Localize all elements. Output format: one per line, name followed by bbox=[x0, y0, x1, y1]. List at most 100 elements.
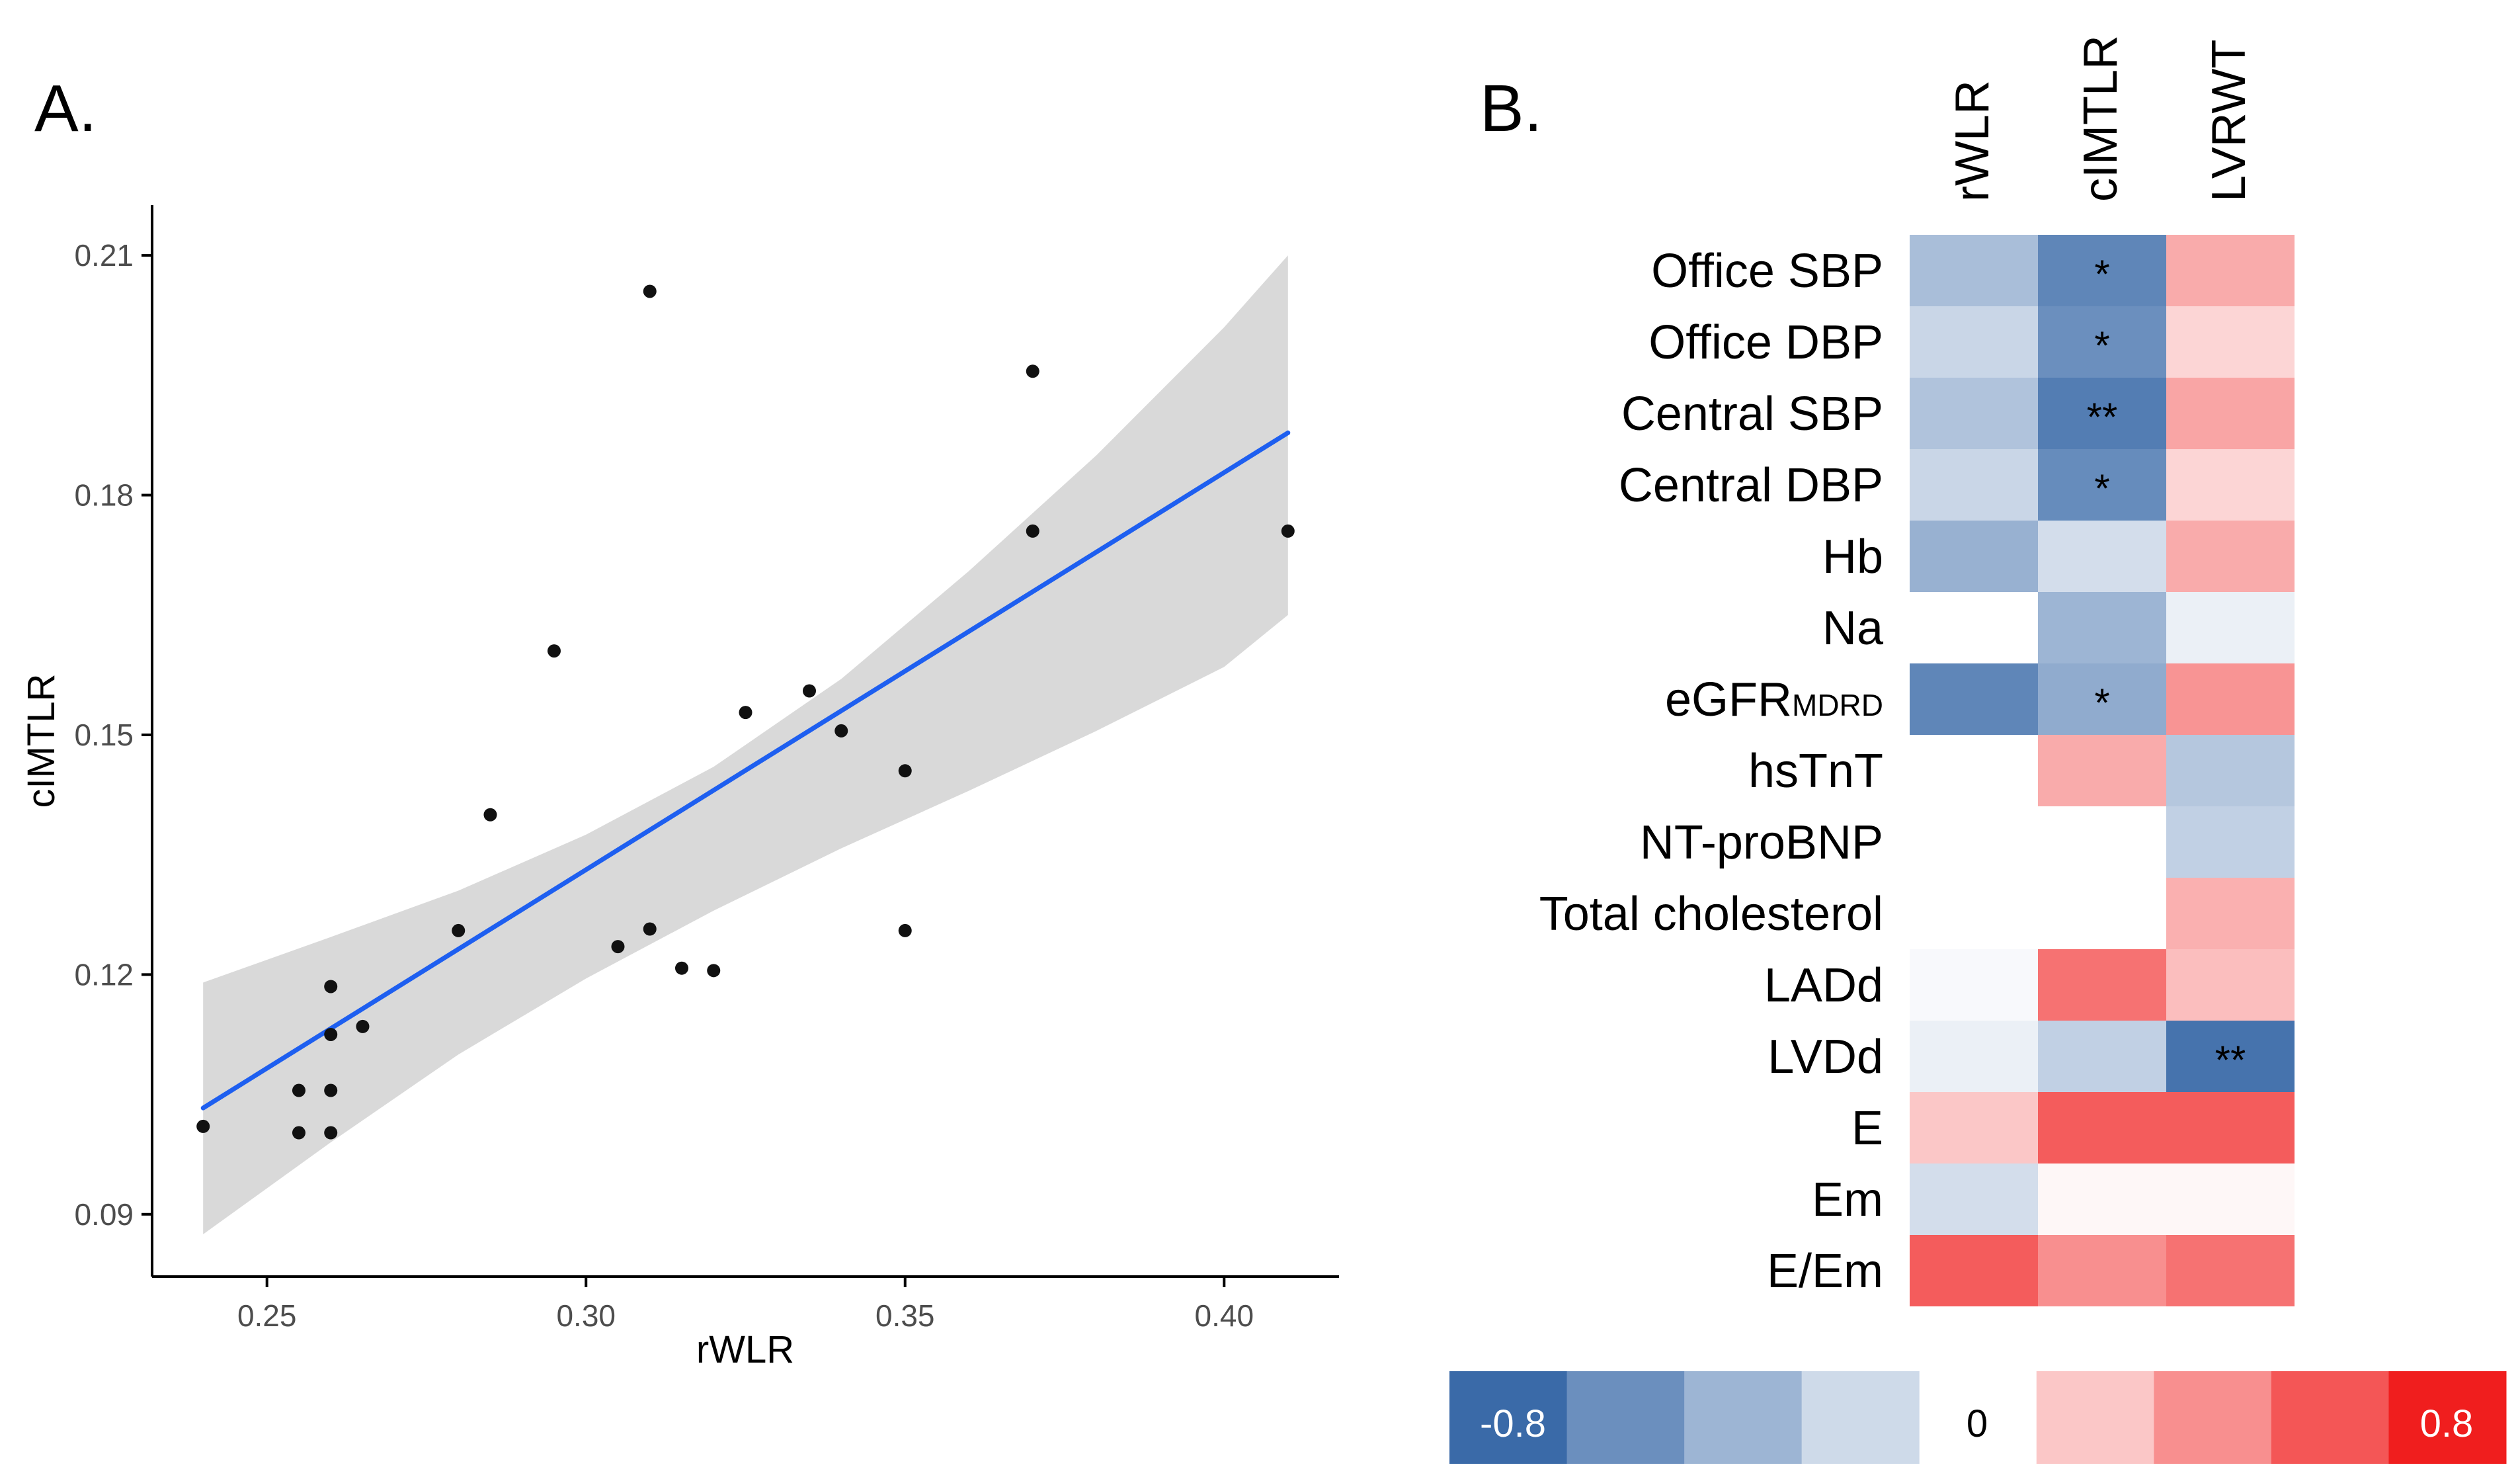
x-tick-label: 0.25 bbox=[237, 1298, 297, 1333]
scatter-points-group bbox=[196, 284, 1295, 1140]
scatter-point bbox=[803, 684, 817, 698]
scatter-point bbox=[292, 1083, 305, 1097]
scatter-point bbox=[324, 1027, 338, 1041]
legend-swatch bbox=[1801, 1371, 1920, 1464]
heatmap-cell bbox=[2166, 449, 2295, 521]
heatmap-cell bbox=[1910, 949, 2038, 1021]
heatmap-cell bbox=[2038, 735, 2166, 806]
heatmap-cell bbox=[2038, 306, 2166, 378]
scatter-point bbox=[898, 764, 912, 778]
heatmap-cell bbox=[2166, 521, 2295, 592]
y-tick-label: 0.09 bbox=[74, 1197, 134, 1232]
heatmap-cell bbox=[1910, 449, 2038, 521]
row-label: NT-proBNP bbox=[1640, 816, 1883, 869]
heatmap-cell bbox=[2166, 378, 2295, 449]
heatmap-cell bbox=[1910, 306, 2038, 378]
y-tick-label: 0.18 bbox=[74, 478, 134, 513]
scatter-point bbox=[611, 940, 625, 954]
row-label: Total cholesterol bbox=[1539, 888, 1883, 941]
scatter-point bbox=[196, 1119, 210, 1133]
legend-swatch bbox=[2271, 1371, 2389, 1464]
scatter-point bbox=[1281, 524, 1295, 538]
scatter-point bbox=[834, 724, 848, 738]
regression-line bbox=[200, 430, 1291, 1111]
heatmap-cell bbox=[1910, 1021, 2038, 1092]
scatter-point bbox=[1026, 524, 1039, 538]
confidence-band-group bbox=[203, 255, 1288, 1235]
row-label: Na bbox=[1822, 602, 1884, 655]
heatmap-column-headers: rWLR cIMTLR LVRWT bbox=[1946, 35, 2256, 202]
heatmap-cell bbox=[2166, 663, 2295, 735]
row-label: Em bbox=[1812, 1173, 1883, 1226]
heatmap-cell bbox=[2166, 306, 2295, 378]
legend-swatch bbox=[2388, 1371, 2507, 1464]
column-header: rWLR bbox=[1946, 80, 1999, 202]
y-tick-label: 0.21 bbox=[74, 238, 134, 273]
heatmap-cell bbox=[2166, 806, 2295, 878]
heatmap-cell bbox=[1910, 378, 2038, 449]
scatter-point bbox=[1026, 364, 1039, 378]
significance-marker: * bbox=[2094, 323, 2109, 368]
scatter-point bbox=[324, 980, 338, 994]
x-tick-label: 0.35 bbox=[875, 1298, 935, 1333]
y-axis-label: cIMTLR bbox=[20, 674, 63, 808]
heatmap-cell bbox=[2166, 949, 2295, 1021]
row-label: hsTnT bbox=[1748, 745, 1883, 798]
row-label: LADd bbox=[1764, 959, 1883, 1012]
x-tick-label: 0.40 bbox=[1195, 1298, 1254, 1333]
y-ticks-group: 0.09 0.12 0.15 0.18 0.21 bbox=[74, 238, 152, 1232]
legend-max-label: 0.8 bbox=[2420, 1402, 2474, 1445]
row-label: E/Em bbox=[1767, 1245, 1883, 1298]
column-header: cIMTLR bbox=[2074, 35, 2127, 202]
heatmap-cell bbox=[2166, 1092, 2295, 1164]
heatmap-cell bbox=[2166, 1164, 2295, 1235]
heatmap-cell bbox=[2038, 449, 2166, 521]
heatmap-cell bbox=[2166, 878, 2295, 949]
scatter-point bbox=[324, 1083, 338, 1097]
scatter-point bbox=[356, 1019, 370, 1033]
scatter-point bbox=[674, 961, 688, 975]
regression-line-group bbox=[200, 430, 1291, 1111]
significance-markers: ******** bbox=[2087, 252, 2246, 1082]
legend-swatch bbox=[1684, 1371, 1803, 1464]
row-label: LVDd bbox=[1768, 1031, 1883, 1083]
scatter-point bbox=[643, 922, 657, 936]
y-tick-label: 0.15 bbox=[74, 718, 134, 752]
row-label: E bbox=[1851, 1102, 1883, 1155]
panel-a-label: A. bbox=[34, 71, 97, 146]
heatmap-cell bbox=[1910, 1164, 2038, 1235]
significance-marker: * bbox=[2094, 252, 2109, 296]
scatter-point bbox=[292, 1126, 305, 1140]
x-axis-label: rWLR bbox=[696, 1328, 794, 1371]
scatter-point bbox=[483, 808, 497, 822]
heatmap-cell bbox=[1910, 663, 2038, 735]
scatter-point bbox=[739, 706, 752, 720]
heatmap-cell bbox=[2038, 1021, 2166, 1092]
heatmap-cell bbox=[2166, 735, 2295, 806]
x-tick-label: 0.30 bbox=[556, 1298, 616, 1333]
row-label: Office DBP bbox=[1648, 316, 1883, 369]
column-header: LVRWT bbox=[2203, 40, 2256, 202]
heatmap-cells bbox=[1910, 235, 2295, 1306]
heatmap-cell bbox=[2166, 592, 2295, 663]
legend-min-label: -0.8 bbox=[1480, 1402, 1546, 1445]
scatter-point bbox=[547, 644, 561, 658]
scatter-point bbox=[707, 964, 721, 978]
heatmap-cell bbox=[1910, 1092, 2038, 1164]
confidence-band bbox=[203, 255, 1288, 1235]
heatmap-cell bbox=[1910, 521, 2038, 592]
significance-marker: ** bbox=[2215, 1038, 2246, 1082]
heatmap-cell bbox=[2038, 949, 2166, 1021]
x-ticks-group: 0.25 0.30 0.35 0.40 bbox=[237, 1277, 1254, 1333]
heatmap-cell bbox=[2038, 378, 2166, 449]
significance-marker: ** bbox=[2087, 395, 2118, 439]
heatmap-cell bbox=[2166, 235, 2295, 306]
row-label: Hb bbox=[1822, 530, 1883, 583]
heatmap-cell bbox=[2038, 235, 2166, 306]
scatter-point bbox=[898, 923, 912, 937]
scatter-point bbox=[324, 1126, 338, 1140]
heatmap-cell bbox=[1910, 235, 2038, 306]
row-label: Central SBP bbox=[1621, 388, 1883, 441]
